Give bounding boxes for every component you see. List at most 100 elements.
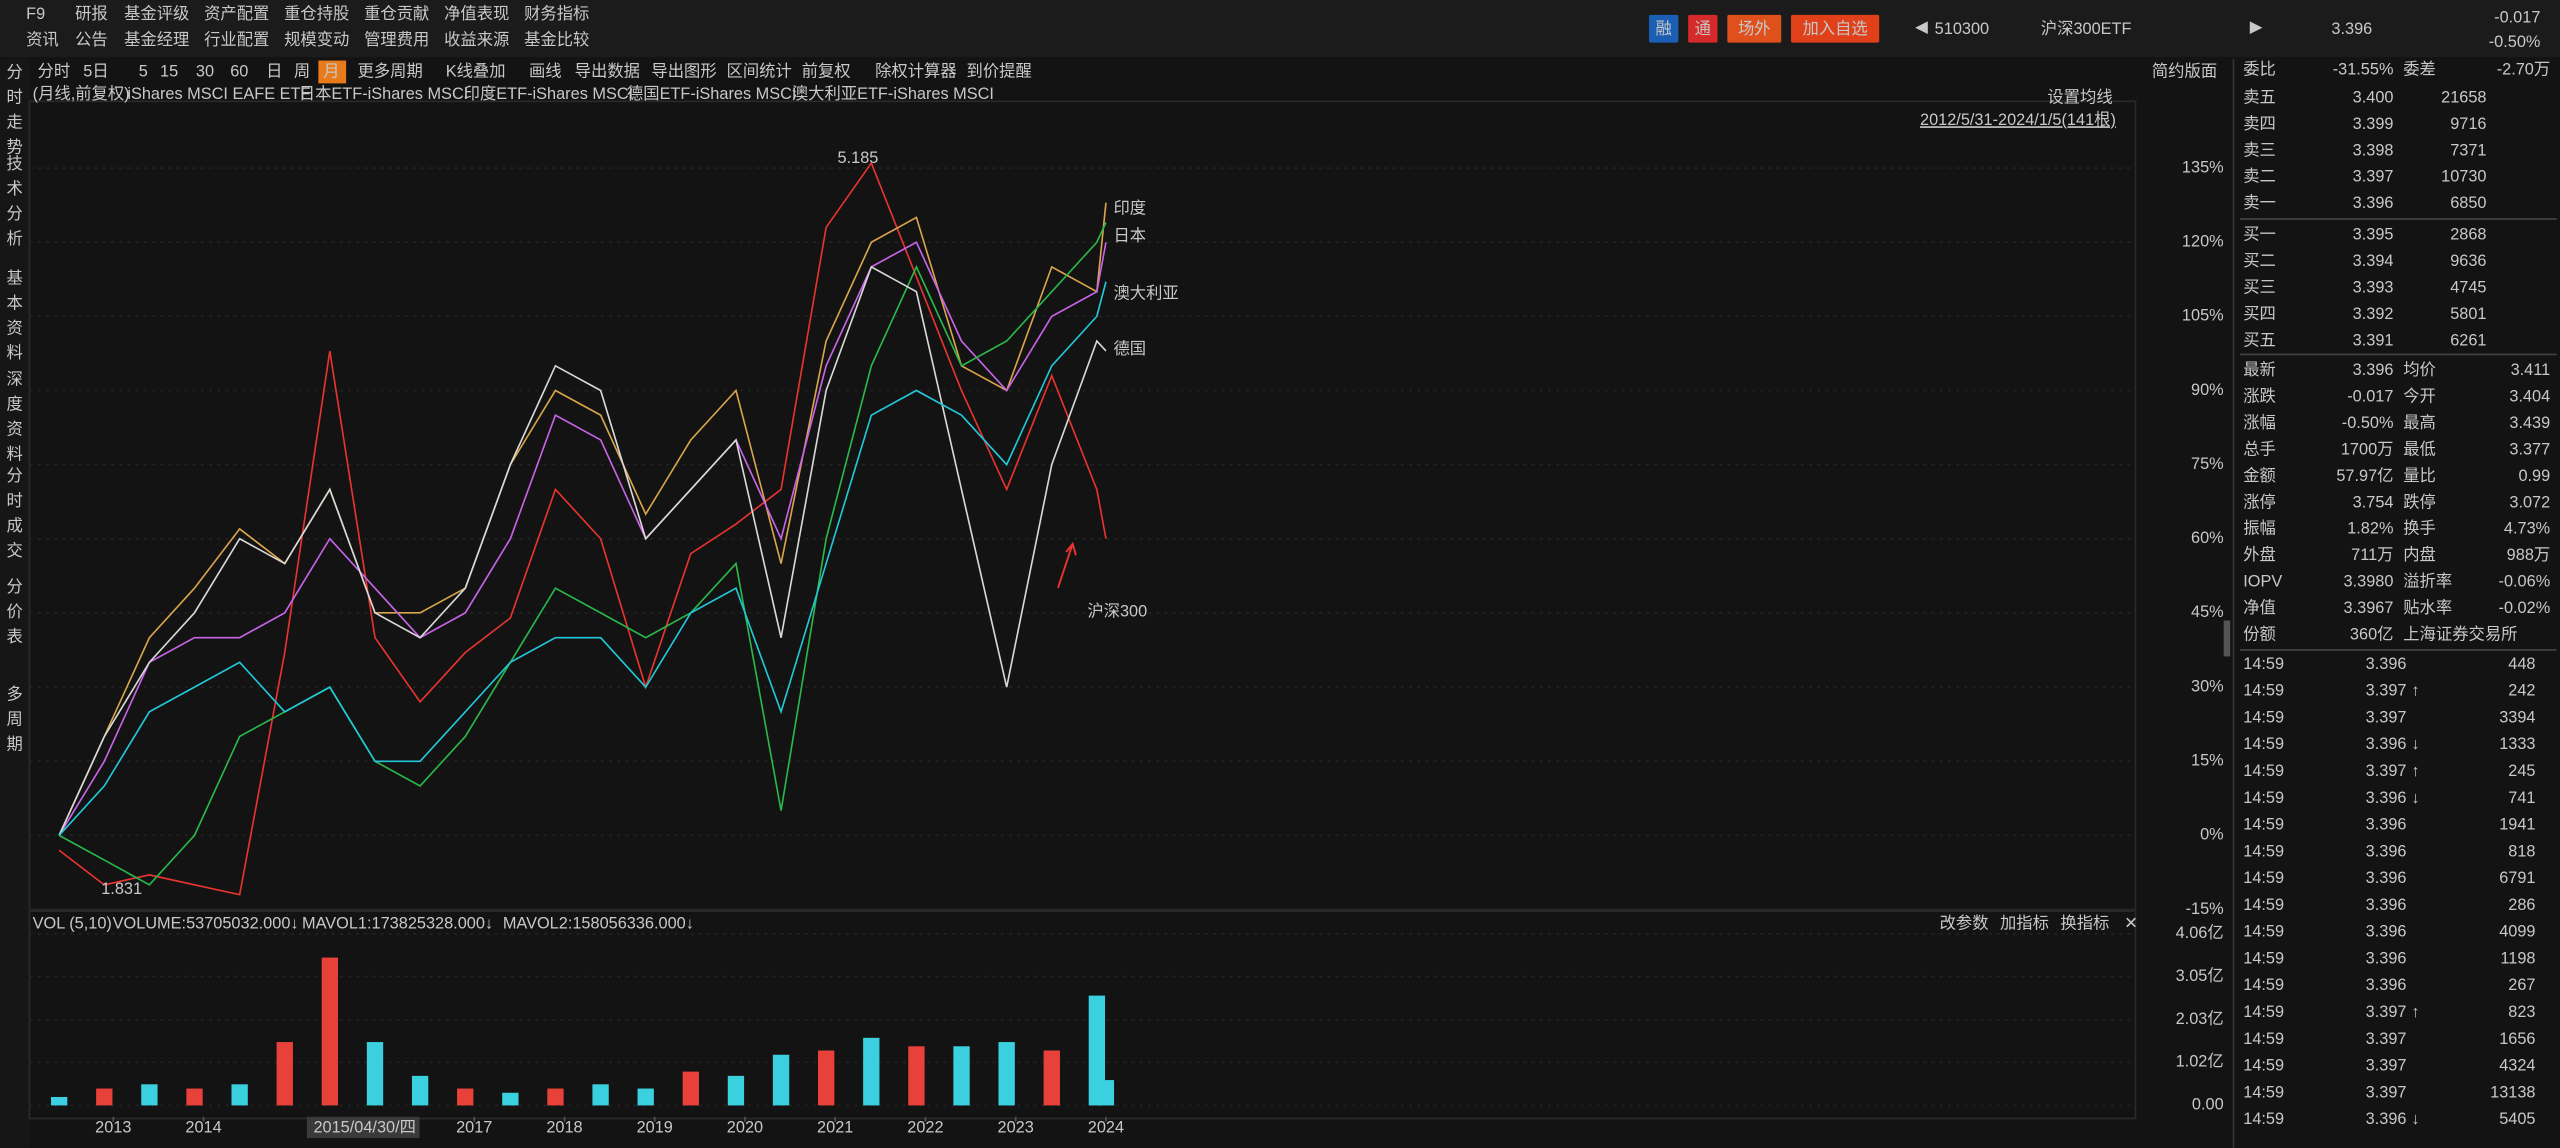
trade-time: 14:59 [2243,976,2284,994]
menu-item[interactable]: 行业配置 [204,31,269,49]
header-button-bg[interactable] [1648,14,1679,43]
header-button-bg[interactable] [1688,14,1718,43]
stat-value: 1700万 [2341,440,2394,458]
scroll-handle[interactable] [2223,620,2231,657]
menu-item[interactable]: 基金评级 [124,5,189,23]
trade-volume: 1941 [2499,816,2535,834]
toolbar-item[interactable]: 导出数据 [575,62,640,80]
y-tick-label: 120% [2182,233,2224,251]
ma-setting[interactable]: 设置均线 [2047,88,2112,106]
menu-item[interactable]: 基金经理 [124,31,189,49]
sidebar-tab[interactable]: 分时走势 [7,64,23,157]
toolbar-item[interactable]: 月 [323,62,339,80]
menu-item[interactable]: 研报 [75,5,108,23]
trade-arrow: ↓ [2411,1110,2419,1128]
menu-item[interactable]: 资讯 [26,31,59,49]
header-button[interactable]: 加入自选 [1802,20,1867,38]
legend-entry[interactable]: 日本ETF-iShares MSCI [299,85,469,103]
menu-item[interactable]: 财务指标 [524,5,589,23]
toolbar-item[interactable]: 到价提醒 [967,62,1032,80]
prev-arrow[interactable]: ◀ [1915,18,1928,36]
trade-volume: 242 [2508,682,2535,700]
toolbar-item[interactable]: 周 [294,62,310,80]
menu-item[interactable]: 收益来源 [444,31,509,49]
stat-value: 3.754 [2353,493,2394,511]
x-tick-label: 2018 [546,1119,582,1137]
menu-item[interactable]: 管理费用 [364,31,429,49]
next-arrow[interactable]: ▶ [2250,18,2263,36]
legend-entry[interactable]: 澳大利亚ETF-iShares MSCI [792,85,994,103]
menu-item[interactable]: 资产配置 [204,5,269,23]
volume-bar [276,1042,293,1106]
trade-time: 14:59 [2243,1030,2284,1048]
sidebar-tab[interactable]: 分时成交 [7,467,23,560]
menu-item[interactable]: 净值表现 [444,5,509,23]
trade-time: 14:59 [2243,762,2284,780]
legend-entry[interactable]: iShares MSCI EAFE ETF [127,85,310,103]
x-tick-label: 2017 [456,1119,492,1137]
sidebar-tab[interactable]: 分价表 [7,578,23,646]
toolbar-item[interactable]: 5日 [83,62,108,80]
toolbar-item[interactable]: 导出图形 [651,62,716,80]
indicator-button[interactable]: 加指标 [2000,915,2049,933]
toolbar-active-bg[interactable] [318,60,347,84]
y-tick-label: 90% [2191,381,2224,399]
stat-label: 份额 [2243,626,2276,644]
header-button-bg[interactable] [1727,14,1782,43]
stat-label: 金额 [2243,467,2276,485]
header-button-bg[interactable] [1791,14,1880,43]
trade-price: 3.396 [2366,949,2407,967]
toolbar-item[interactable]: 15 [160,62,178,80]
trade-volume: 823 [2508,1003,2535,1021]
toolbar-item[interactable]: 5 [139,62,148,80]
close-indicator[interactable]: ✕ [2124,915,2138,933]
indicator-button[interactable]: 换指标 [2060,915,2109,933]
annotation: 德国 [1113,340,1146,358]
toolbar-item[interactable]: 30 [196,62,214,80]
sidebar-tab[interactable]: 技术分析 [7,155,23,248]
annotation-arrow [1057,541,1077,589]
toolbar-item[interactable]: K线叠加 [446,62,506,80]
y-tick-label: 75% [2191,455,2224,473]
volume-bar [366,1042,384,1106]
header-button[interactable]: 通 [1695,20,1711,38]
menu-item[interactable]: 基金比较 [524,31,589,49]
trade-volume: 448 [2508,655,2535,673]
menu-item[interactable]: 规模变动 [284,31,349,49]
toolbar-item[interactable]: 区间统计 [727,62,792,80]
menu-item[interactable]: 重仓持股 [284,5,349,23]
sidebar-tab[interactable]: 深度资料 [7,371,23,464]
volume-bar [953,1046,970,1106]
top-bar [0,0,2560,58]
stat-label: 贴水率 [2403,599,2452,617]
y-tick-label: 30% [2191,677,2224,695]
trade-price: 3.397 [2366,1057,2407,1075]
toolbar-item[interactable]: 日 [266,62,282,80]
y-tick-label: 135% [2182,158,2224,176]
menu-item[interactable]: 公告 [75,31,108,49]
stat-value: 3.396 [2353,361,2394,379]
menu-item[interactable]: F9 [26,5,45,23]
indicator-button[interactable]: 改参数 [1940,915,1989,933]
sidebar-tab[interactable]: 多周期 [7,686,23,754]
menu-item[interactable]: 重仓贡献 [364,5,429,23]
toolbar-item[interactable]: 画线 [529,62,562,80]
trade-time: 14:59 [2243,789,2284,807]
sidebar-tab[interactable]: 基本资料 [7,270,23,363]
header-button[interactable]: 场外 [1738,20,1771,38]
legend-entry[interactable]: 印度ETF-iShares MSCI [464,85,633,103]
trade-price: 3.396 [2366,923,2407,941]
cursor-label-box [306,1116,420,1139]
toolbar-item[interactable]: 除权计算器 [875,61,957,80]
header-button[interactable]: 融 [1656,20,1672,38]
x-tick-label: 2014 [185,1119,221,1137]
toolbar-item[interactable]: 更多周期 [358,62,423,80]
legend-entry[interactable]: 德国ETF-iShares MSCI [627,85,797,103]
toolbar-item[interactable]: 前复权 [802,62,851,80]
x-tick-label: 2020 [727,1119,763,1137]
toolbar-right[interactable]: 简约版面 [2152,62,2217,80]
toolbar-item[interactable]: 60 [230,62,248,80]
stat-value: 360亿 [2350,626,2394,644]
toolbar-item[interactable]: 分时 [38,62,71,80]
y-tick-label: 0.00 [2192,1096,2224,1114]
